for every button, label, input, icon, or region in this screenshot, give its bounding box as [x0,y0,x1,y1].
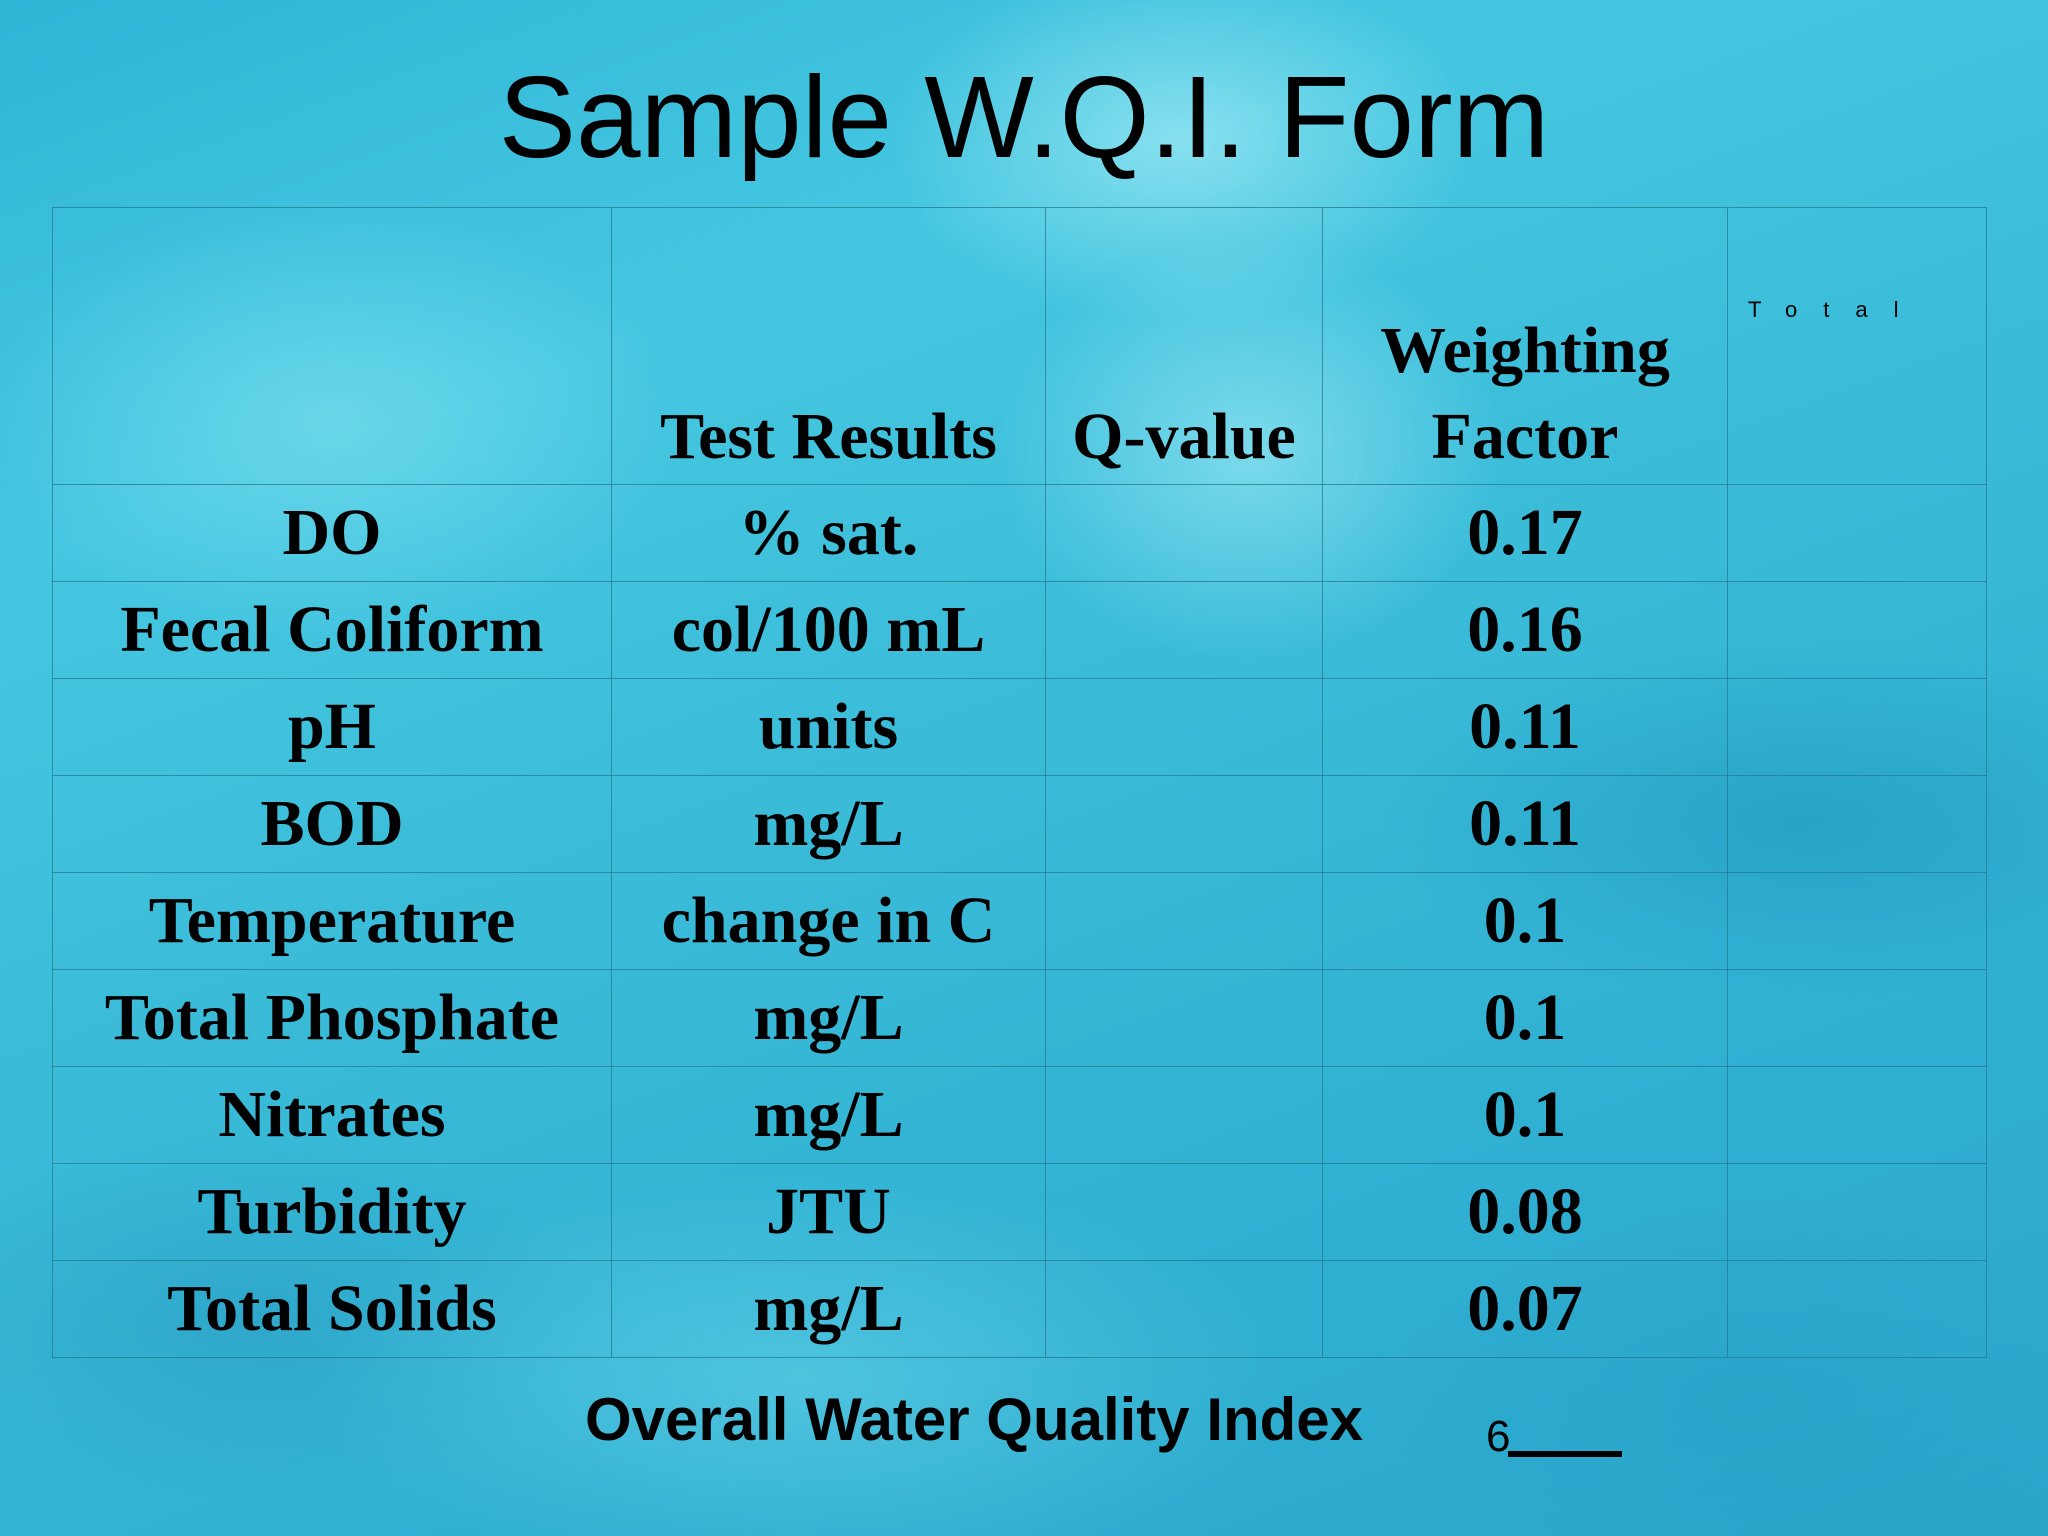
weight-cell: 0.17 [1322,484,1728,582]
slide-number: 6 [1486,1412,1511,1461]
unit-cell: % sat. [611,484,1046,582]
header-test-results: Test Results [611,207,1046,485]
parameter-cell: Turbidity [52,1163,612,1261]
total-cell[interactable] [1727,1163,1987,1261]
table-row: Nitrates mg/L 0.1 [52,1066,1987,1164]
header-q-value: Q-value [1045,207,1323,485]
total-cell[interactable] [1727,969,1987,1067]
parameter-cell: DO [52,484,612,582]
weight-cell: 0.11 [1322,775,1728,873]
q-value-cell[interactable] [1045,581,1323,679]
q-value-cell[interactable] [1045,775,1323,873]
weight-cell: 0.16 [1322,581,1728,679]
table-row: Temperature change in C 0.1 [52,872,1987,970]
unit-cell: mg/L [611,1260,1046,1358]
total-cell[interactable] [1727,678,1987,776]
parameter-cell: pH [52,678,612,776]
parameter-cell: Total Phosphate [52,969,612,1067]
total-cell[interactable] [1727,872,1987,970]
unit-cell: JTU [611,1163,1046,1261]
unit-cell: mg/L [611,775,1046,873]
total-cell[interactable] [1727,775,1987,873]
unit-cell: units [611,678,1046,776]
weight-cell: 0.11 [1322,678,1728,776]
q-value-cell[interactable] [1045,872,1323,970]
header-weighting-line1: Weighting [1380,314,1670,387]
parameter-cell: Nitrates [52,1066,612,1164]
unit-cell: col/100 mL [611,581,1046,679]
unit-cell: change in C [611,872,1046,970]
parameter-cell: BOD [52,775,612,873]
table-header-row: Test Results Q-value Weighting Factor To… [52,207,1987,485]
q-value-cell[interactable] [1045,1260,1323,1358]
unit-cell: mg/L [611,1066,1046,1164]
overall-wqi-blank[interactable] [1508,1451,1622,1457]
total-cell[interactable] [1727,1066,1987,1164]
header-weighting-line2: Factor [1431,400,1619,473]
table-row: Turbidity JTU 0.08 [52,1163,1987,1261]
parameter-cell: Total Solids [52,1260,612,1358]
parameter-cell: Fecal Coliform [52,581,612,679]
parameter-cell: Temperature [52,872,612,970]
table-row: DO % sat. 0.17 [52,484,1987,582]
q-value-cell[interactable] [1045,1163,1323,1261]
total-cell[interactable] [1727,1260,1987,1358]
slide-title: Sample W.Q.I. Form [498,52,1550,182]
header-weighting-factor: Weighting Factor [1322,207,1728,485]
table-row: BOD mg/L 0.11 [52,775,1987,873]
table-row: Total Phosphate mg/L 0.1 [52,969,1987,1067]
wqi-table: Test Results Q-value Weighting Factor To… [52,207,1987,1358]
weight-cell: 0.08 [1322,1163,1728,1261]
weight-cell: 0.1 [1322,969,1728,1067]
table-row: pH units 0.11 [52,678,1987,776]
q-value-cell[interactable] [1045,678,1323,776]
q-value-cell[interactable] [1045,969,1323,1067]
q-value-cell[interactable] [1045,484,1323,582]
header-total: Total [1727,207,1987,485]
header-parameter [52,207,612,485]
total-cell[interactable] [1727,581,1987,679]
table-row: Fecal Coliform col/100 mL 0.16 [52,581,1987,679]
overall-wqi-label: Overall Water Quality Index [585,1386,1364,1453]
weight-cell: 0.07 [1322,1260,1728,1358]
table-row: Total Solids mg/L 0.07 [52,1260,1987,1358]
weight-cell: 0.1 [1322,1066,1728,1164]
weight-cell: 0.1 [1322,872,1728,970]
unit-cell: mg/L [611,969,1046,1067]
q-value-cell[interactable] [1045,1066,1323,1164]
total-cell[interactable] [1727,484,1987,582]
